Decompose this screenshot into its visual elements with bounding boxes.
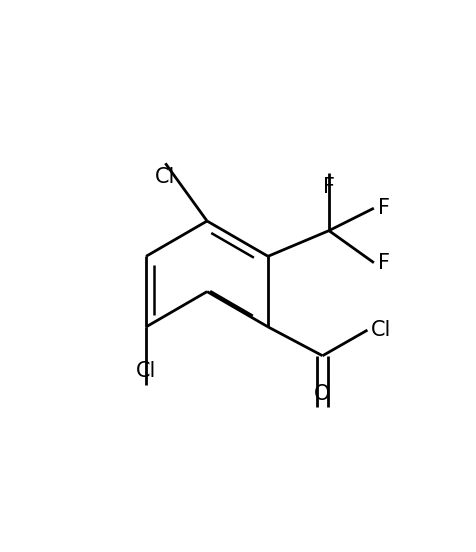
Text: F: F — [378, 253, 390, 273]
Text: Cl: Cl — [371, 320, 392, 340]
Text: F: F — [378, 198, 390, 218]
Text: Cl: Cl — [136, 361, 156, 381]
Text: Cl: Cl — [155, 167, 176, 187]
Text: F: F — [323, 177, 335, 197]
Text: O: O — [314, 384, 331, 404]
